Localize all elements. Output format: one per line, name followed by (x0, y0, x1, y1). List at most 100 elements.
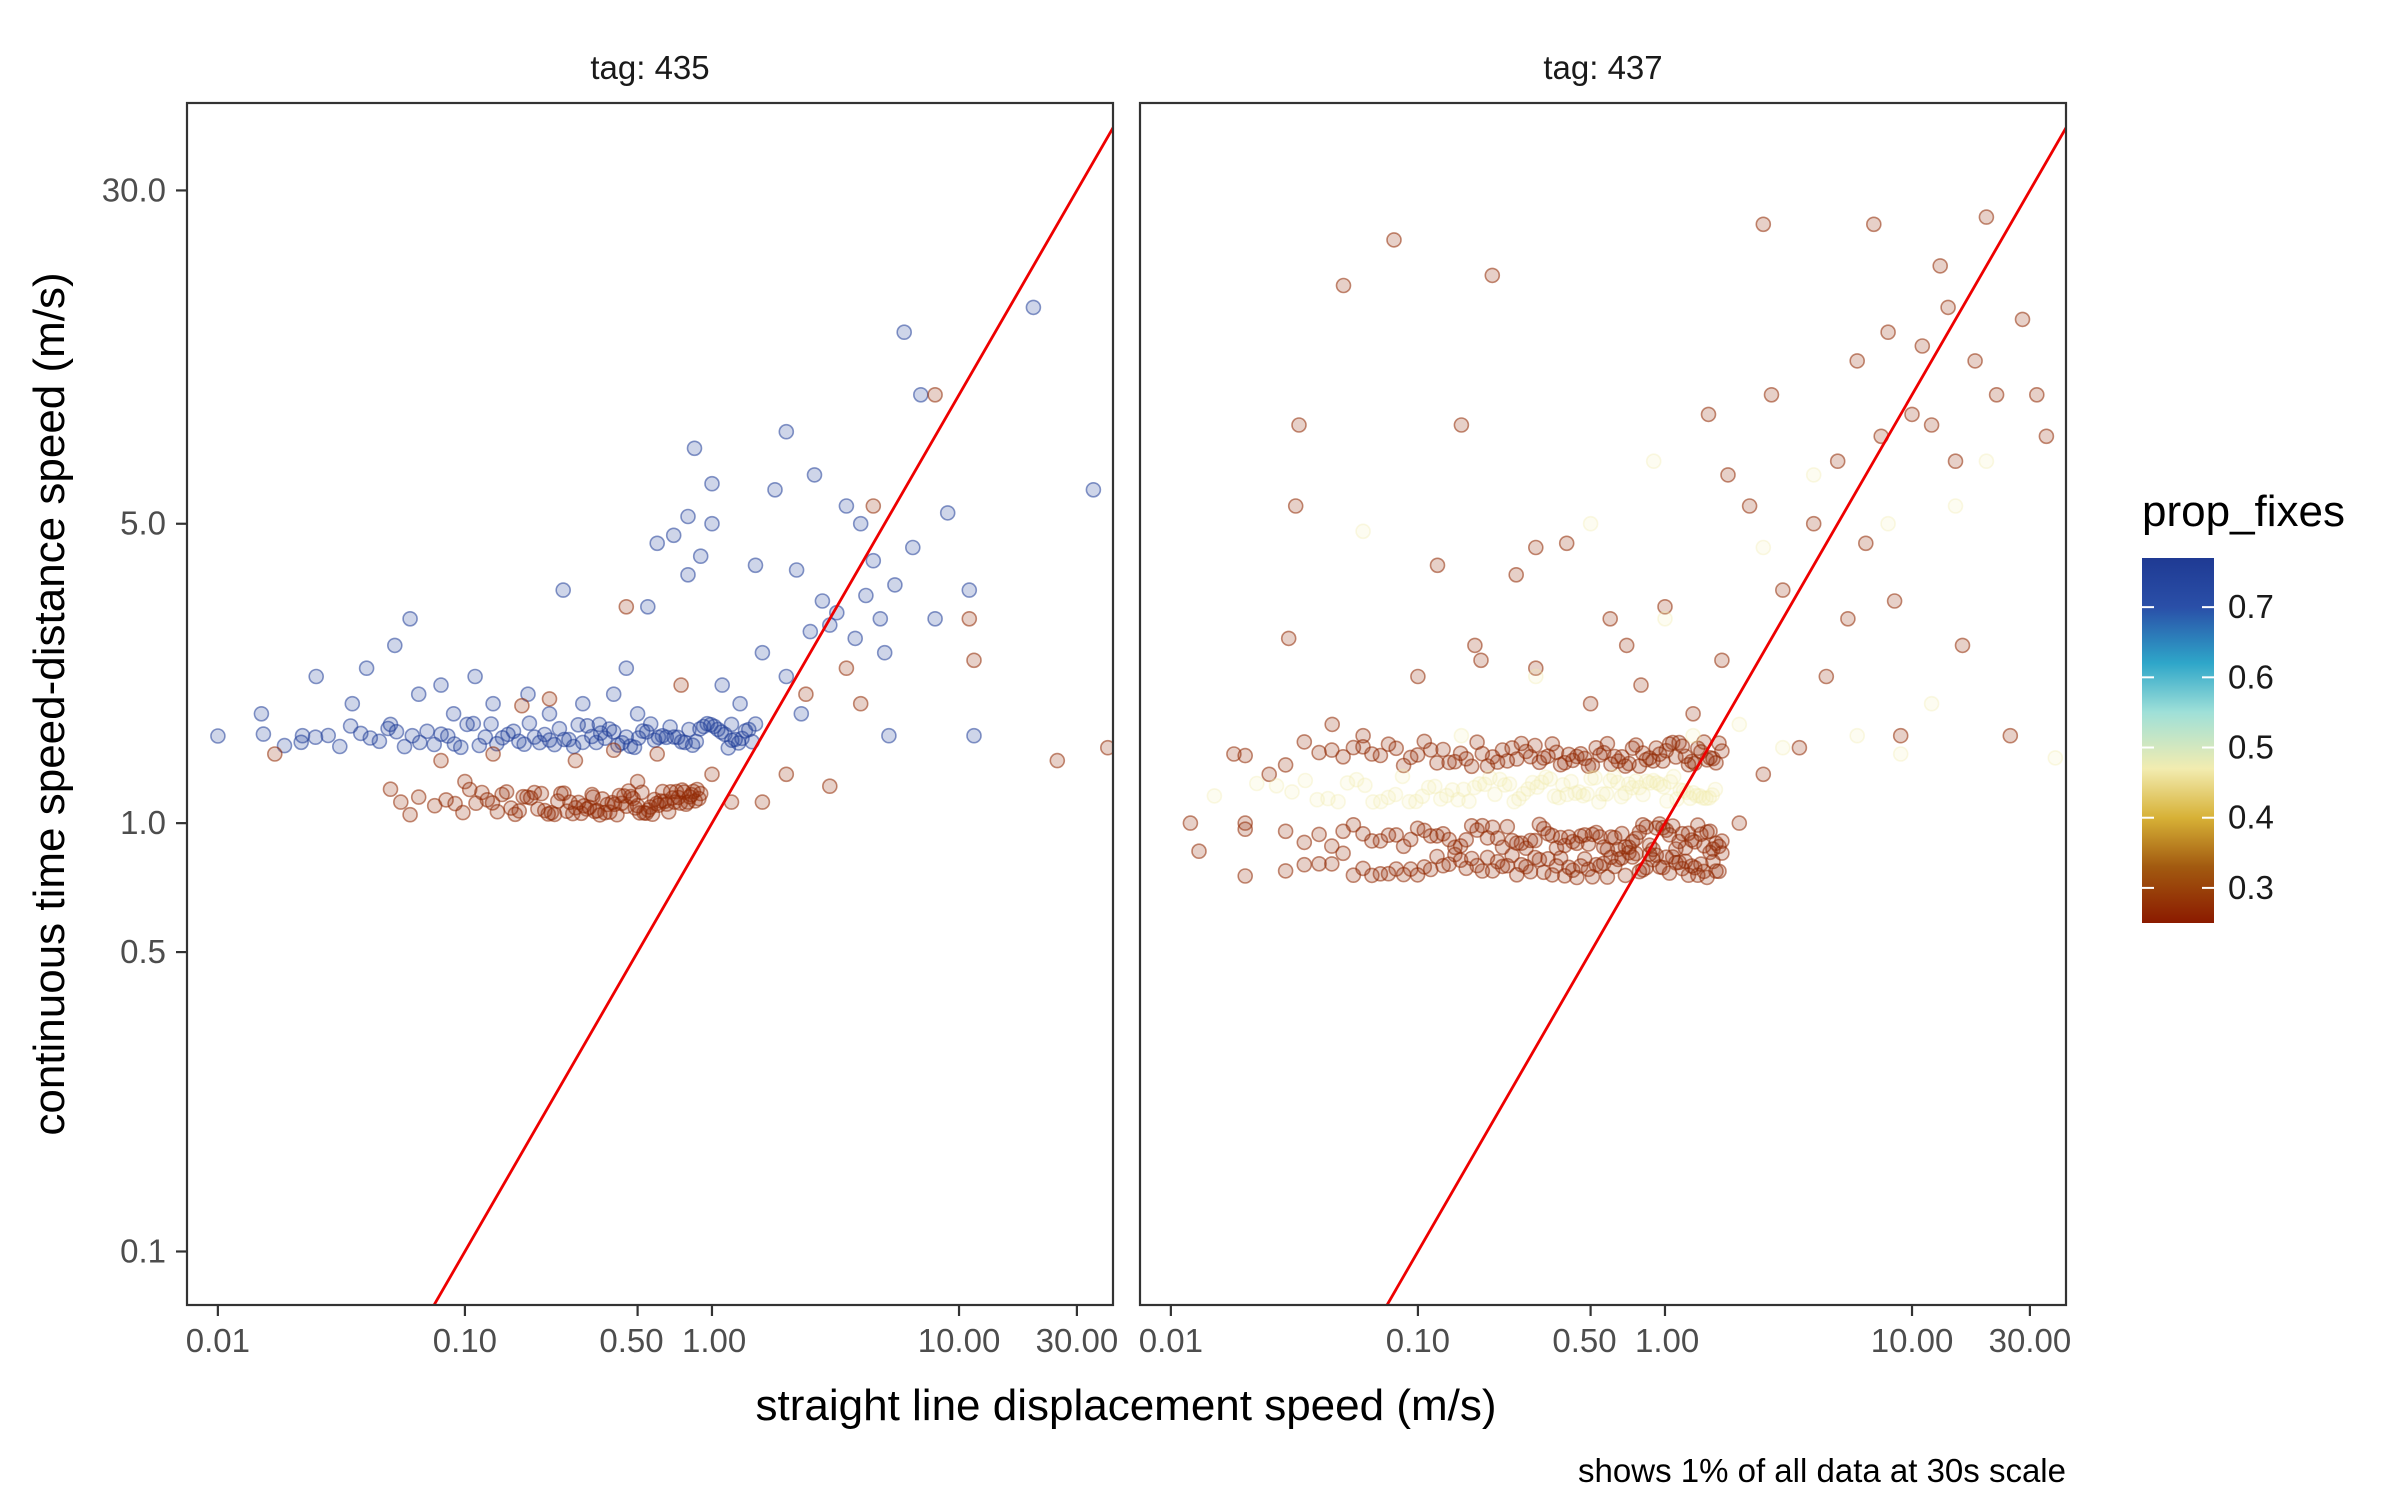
band-point (1580, 861, 1597, 878)
data-point (1978, 453, 1995, 470)
data-point (344, 695, 361, 712)
data-point (541, 705, 558, 722)
band-point (1583, 770, 1599, 787)
data-point (876, 644, 893, 661)
band-point (477, 729, 494, 745)
data-point (1291, 417, 1307, 433)
data-point (1731, 716, 1748, 733)
data-point (680, 508, 696, 525)
x-tick-label: 10.00 (918, 1322, 1001, 1359)
data-point (1988, 386, 2005, 403)
data-point (294, 727, 311, 744)
colorbar-ticks: 0.3 0.4 0.5 0.6 0.7 (2142, 588, 2274, 906)
data-point (485, 746, 501, 762)
band-point (1624, 779, 1641, 796)
band-point (1482, 769, 1498, 786)
band-point (1655, 778, 1672, 795)
band-point (1702, 844, 1718, 861)
data-point (402, 610, 418, 627)
data-point (1700, 406, 1717, 423)
data-point (1923, 417, 1940, 433)
band-point (1527, 832, 1543, 849)
identity-reference-line (432, 125, 1113, 1305)
data-point (410, 789, 427, 805)
band-point (1714, 833, 1730, 849)
band-point (1555, 776, 1571, 793)
band-point (1591, 794, 1607, 810)
y-axis-title: continuous time speed-distance speed (m/… (25, 272, 74, 1135)
band-point (1542, 771, 1558, 787)
data-point (392, 794, 409, 810)
band-point (1463, 758, 1480, 775)
band-point (642, 716, 659, 732)
band-point (1450, 791, 1466, 808)
data-point (961, 582, 978, 598)
band-point (1714, 845, 1730, 861)
data-point (704, 475, 720, 492)
data-point (1085, 481, 1102, 498)
band-point (1685, 784, 1702, 801)
band-point (1645, 772, 1662, 789)
band-point (1487, 786, 1503, 803)
data-point (1582, 515, 1599, 532)
band-point (1501, 776, 1518, 792)
data-point (1731, 815, 1748, 831)
y-tick-label: 5.0 (120, 505, 166, 542)
data-point (1954, 637, 1971, 654)
band-point (1339, 775, 1356, 791)
data-point (754, 794, 771, 810)
band-point (1471, 776, 1488, 792)
band-point (1567, 785, 1583, 802)
data-point (1453, 727, 1470, 744)
band-point (1435, 741, 1451, 758)
data-point (1100, 739, 1113, 756)
panel-points (1182, 209, 2064, 886)
band-point (1617, 785, 1633, 802)
data-point (852, 515, 869, 532)
data-point (927, 610, 943, 627)
band-point (1489, 830, 1506, 847)
band-point (1427, 778, 1443, 795)
y-tick-label: 30.0 (102, 171, 166, 208)
band-point (1550, 789, 1567, 806)
data-point (485, 695, 501, 712)
band-point (1324, 856, 1340, 872)
legend: prop_fixes 0.3 0.4 0.5 0.6 0.7 (2142, 487, 2345, 923)
band-point (1638, 773, 1655, 790)
data-point (1261, 766, 1277, 783)
data-point (1386, 232, 1402, 248)
data-point (754, 644, 771, 661)
band-point (1311, 855, 1327, 872)
band-point (1598, 786, 1615, 802)
data-point (912, 386, 929, 403)
data-point (1755, 766, 1772, 783)
data-point (591, 716, 608, 733)
data-point (858, 587, 874, 604)
data-point (852, 695, 869, 712)
data-point (665, 527, 682, 544)
band-point (320, 727, 337, 744)
band-point (1365, 794, 1381, 810)
data-point (266, 746, 283, 762)
colorbar-tick-label: 0.6 (2228, 658, 2274, 695)
band-point (1544, 867, 1561, 883)
band-point (1380, 789, 1397, 806)
band-point (1466, 779, 1483, 796)
data-point (555, 582, 572, 598)
band-point (1380, 865, 1397, 882)
band-point (402, 806, 418, 823)
band-point (465, 715, 482, 732)
data-point (1582, 695, 1599, 712)
band-point (1594, 786, 1611, 802)
band-point (1580, 836, 1597, 852)
band-point (1529, 779, 1545, 795)
data-point (1237, 815, 1253, 831)
band-point (1452, 852, 1469, 869)
data-point (1849, 353, 1865, 369)
data-point (1880, 515, 1896, 532)
band-point (1682, 790, 1698, 807)
data-point (1947, 453, 1964, 470)
colorbar (2142, 558, 2214, 923)
band-point (1631, 779, 1648, 796)
